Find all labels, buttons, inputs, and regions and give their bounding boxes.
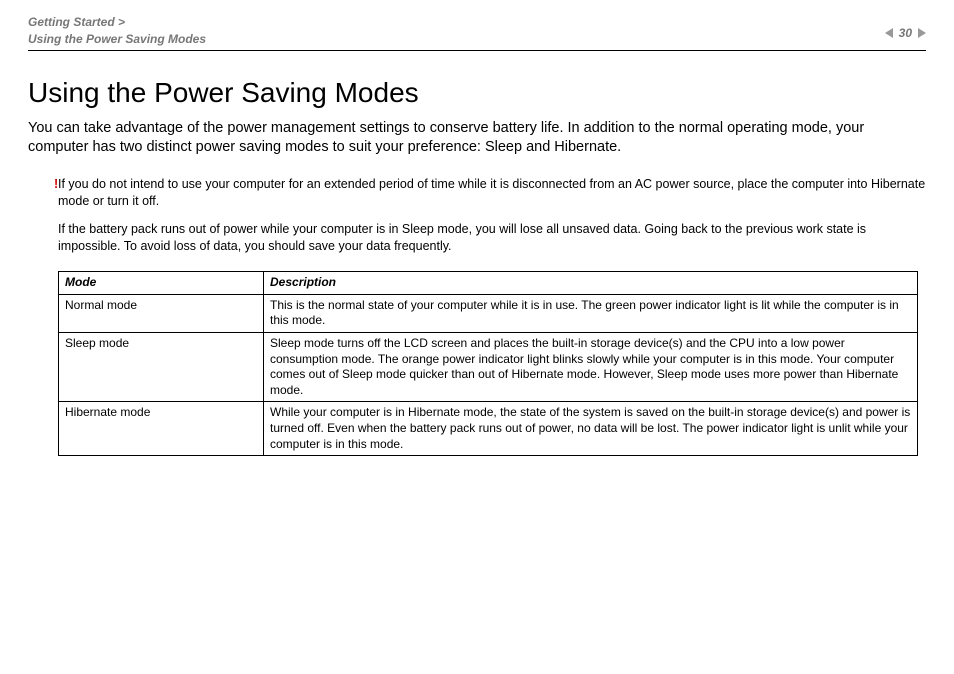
mode-cell: Hibernate mode <box>59 402 264 456</box>
warning-block: ! If you do not intend to use your compu… <box>58 176 926 256</box>
desc-cell: Sleep mode turns off the LCD screen and … <box>264 333 918 402</box>
next-page-icon[interactable] <box>918 28 926 38</box>
document-page: Getting Started > Using the Power Saving… <box>0 0 954 456</box>
breadcrumb-section: Getting Started > <box>28 14 206 31</box>
col-description-header: Description <box>264 272 918 295</box>
page-nav: 30 <box>885 26 926 40</box>
mode-cell: Normal mode <box>59 294 264 332</box>
intro-paragraph: You can take advantage of the power mana… <box>28 119 926 158</box>
table-row: Sleep mode Sleep mode turns off the LCD … <box>59 333 918 402</box>
page-number: 30 <box>899 26 912 40</box>
col-mode-header: Mode <box>59 272 264 295</box>
desc-cell: While your computer is in Hibernate mode… <box>264 402 918 456</box>
modes-table: Mode Description Normal mode This is the… <box>58 271 918 456</box>
table-row: Hibernate mode While your computer is in… <box>59 402 918 456</box>
breadcrumb: Getting Started > Using the Power Saving… <box>28 14 206 48</box>
mode-cell: Sleep mode <box>59 333 264 402</box>
desc-cell: This is the normal state of your compute… <box>264 294 918 332</box>
page-header: Getting Started > Using the Power Saving… <box>28 14 926 51</box>
warning-text-2: If the battery pack runs out of power wh… <box>58 221 926 255</box>
page-title: Using the Power Saving Modes <box>28 77 926 109</box>
warning-icon: ! <box>54 176 58 193</box>
breadcrumb-current: Using the Power Saving Modes <box>28 31 206 48</box>
table-row: Normal mode This is the normal state of … <box>59 294 918 332</box>
table-header-row: Mode Description <box>59 272 918 295</box>
prev-page-icon[interactable] <box>885 28 893 38</box>
warning-text-1: If you do not intend to use your compute… <box>58 176 926 210</box>
